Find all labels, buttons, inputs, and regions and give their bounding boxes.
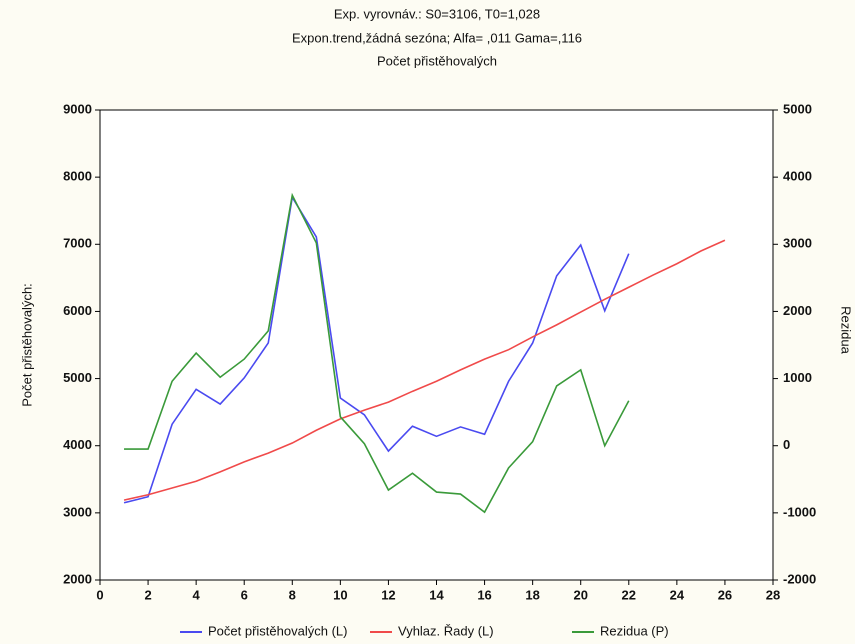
y2-tick-label: 5000 <box>783 101 812 116</box>
plot-area <box>100 110 773 580</box>
y-tick-label: 2000 <box>63 571 92 586</box>
y-tick-label: 6000 <box>63 303 92 318</box>
series-line <box>124 192 630 514</box>
legend-label: Počet přistěhovalých (L) <box>208 623 347 638</box>
x-tick-label: 14 <box>429 587 444 602</box>
series-line <box>123 195 630 504</box>
y-tick-label: 9000 <box>63 101 92 116</box>
y2-tick-label: 2000 <box>783 303 812 318</box>
y2-axis-label: Rezidua <box>839 306 854 354</box>
legend-label: Rezidua (P) <box>600 623 669 638</box>
x-tick-label: 28 <box>766 587 780 602</box>
x-tick-label: 26 <box>718 587 732 602</box>
y-tick-label: 8000 <box>63 169 92 184</box>
chart-subtitle: Expon.trend,žádná sezóna; Alfa= ,011 Gam… <box>292 30 582 45</box>
x-tick-label: 18 <box>525 587 539 602</box>
x-tick-label: 8 <box>289 587 296 602</box>
x-tick-label: 12 <box>381 587 395 602</box>
y2-tick-label: 1000 <box>783 370 812 385</box>
y-axis-label: Počet přistěhovalých: <box>19 283 34 407</box>
series-line <box>123 239 726 501</box>
y2-tick-label: -2000 <box>783 571 816 586</box>
y2-tick-label: 3000 <box>783 236 812 251</box>
legend-label: Vyhlaz. Řady (L) <box>398 623 494 638</box>
y2-tick-label: 0 <box>783 437 790 452</box>
y2-tick-label: 4000 <box>783 169 812 184</box>
x-tick-label: 10 <box>333 587 347 602</box>
y-tick-label: 7000 <box>63 236 92 251</box>
y-tick-label: 4000 <box>63 437 92 452</box>
x-tick-label: 22 <box>622 587 636 602</box>
x-tick-label: 4 <box>193 587 201 602</box>
x-tick-label: 6 <box>241 587 248 602</box>
x-tick-label: 16 <box>477 587 491 602</box>
y-tick-label: 3000 <box>63 504 92 519</box>
y2-tick-label: -1000 <box>783 504 816 519</box>
x-tick-label: 2 <box>144 587 151 602</box>
x-tick-label: 24 <box>670 587 685 602</box>
chart-subtitle: Počet přistěhovalých <box>377 53 497 68</box>
y-tick-label: 5000 <box>63 370 92 385</box>
x-tick-label: 20 <box>573 587 587 602</box>
x-tick-label: 0 <box>96 587 103 602</box>
chart-title: Exp. vyrovnáv.: S0=3106, T0=1,028 <box>334 6 540 21</box>
